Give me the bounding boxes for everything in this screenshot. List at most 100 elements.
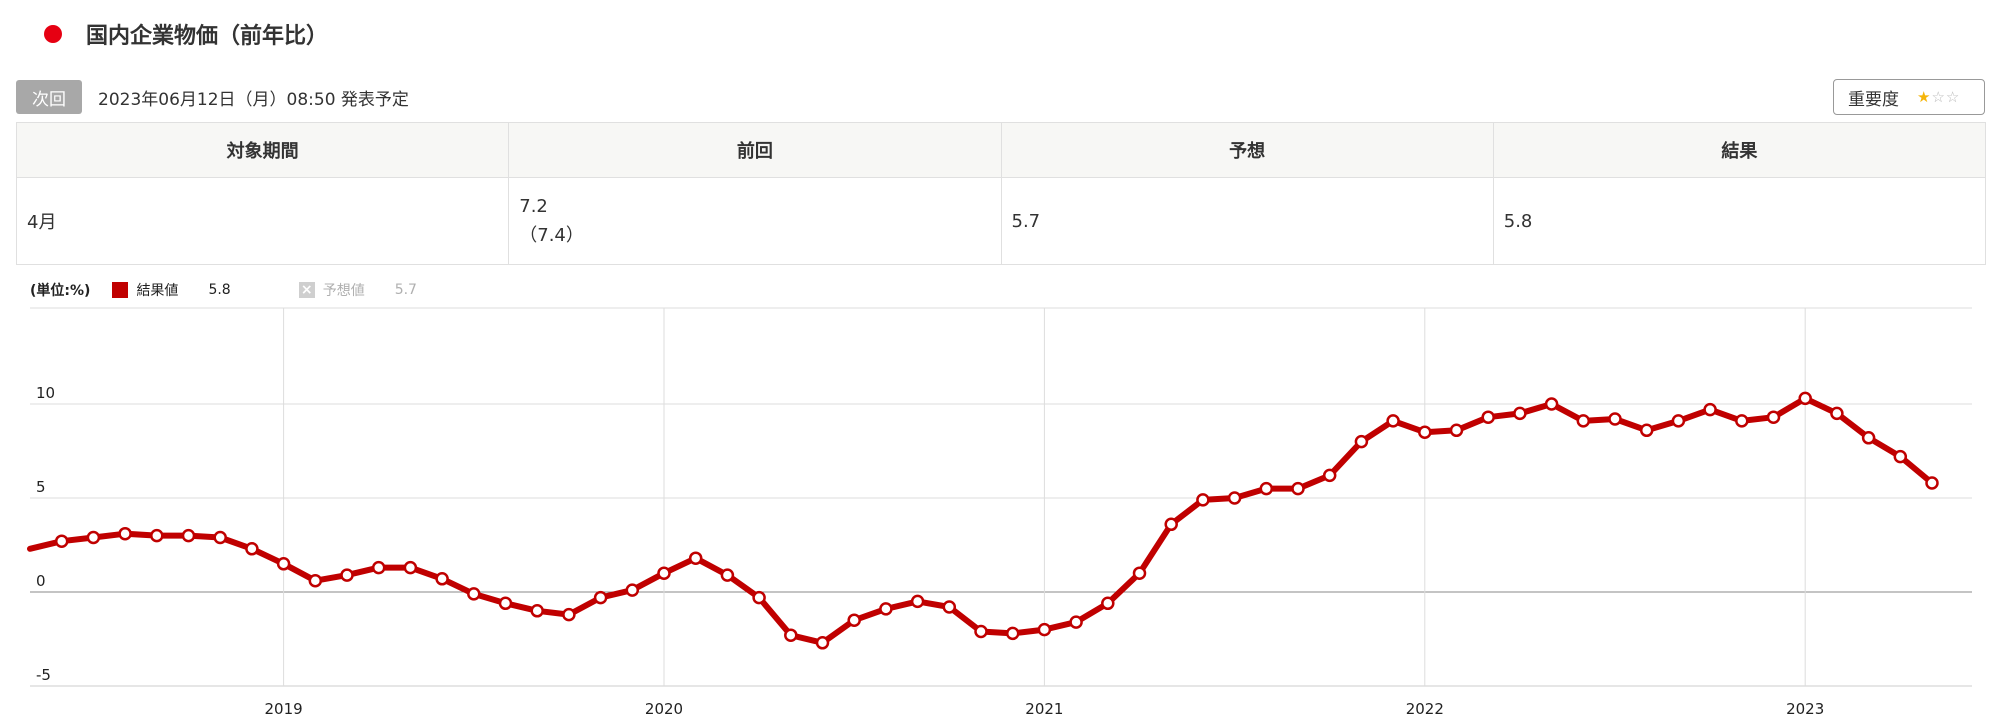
forecast-x-icon[interactable]: × xyxy=(299,282,315,298)
header-forecast: 予想 xyxy=(1001,123,1493,178)
data-point xyxy=(690,553,701,564)
data-point xyxy=(1578,415,1589,426)
page-title: 国内企業物価（前年比） xyxy=(86,18,328,50)
data-point xyxy=(944,602,955,613)
importance-stars: ★☆☆ xyxy=(1917,88,1960,106)
previous-value: 7.2 xyxy=(519,196,548,217)
data-point xyxy=(310,575,321,586)
data-point xyxy=(1768,412,1779,423)
next-release-text: 2023年06月12日（月）08:50 発表予定 xyxy=(98,85,409,110)
x-tick-label: 2023 xyxy=(1786,700,1824,718)
y-tick-label: -5 xyxy=(36,666,51,684)
data-point xyxy=(1197,494,1208,505)
data-point xyxy=(373,562,384,573)
data-point xyxy=(405,562,416,573)
data-point xyxy=(120,528,131,539)
header-result: 結果 xyxy=(1493,123,1985,178)
data-point xyxy=(1419,427,1430,438)
data-point xyxy=(468,588,479,599)
series-result xyxy=(30,393,1938,648)
previous-revised-value: （7.4） xyxy=(519,221,999,247)
data-point xyxy=(1927,478,1938,489)
header-previous: 前回 xyxy=(509,123,1001,178)
y-tick-label: 10 xyxy=(36,384,55,402)
data-point xyxy=(88,532,99,543)
table-header-row: 対象期間 前回 予想 結果 xyxy=(17,123,1986,178)
data-point xyxy=(1134,568,1145,579)
header-period: 対象期間 xyxy=(17,123,509,178)
data-point xyxy=(1673,415,1684,426)
cell-result: 5.8 xyxy=(1493,178,1985,265)
data-point xyxy=(1514,408,1525,419)
data-point xyxy=(563,609,574,620)
x-tick-label: 2019 xyxy=(265,700,303,718)
cell-forecast: 5.7 xyxy=(1001,178,1493,265)
y-tick-label: 0 xyxy=(36,572,46,590)
data-point xyxy=(1071,617,1082,628)
chart-legend: (単位:%) 結果値 5.8 × 予想値 5.7 xyxy=(30,280,417,300)
data-point xyxy=(1800,393,1811,404)
next-badge: 次回 xyxy=(16,80,82,114)
unit-label: (単位:%) xyxy=(30,280,90,300)
x-tick-label: 2020 xyxy=(645,700,683,718)
result-legend-value: 5.8 xyxy=(208,282,230,298)
data-point xyxy=(532,605,543,616)
data-point xyxy=(1641,425,1652,436)
indicator-dot-icon xyxy=(44,25,62,43)
line-chart: 10 5 0 -5 2019 2020 2021 2022 2023 xyxy=(0,300,2000,723)
data-point xyxy=(500,598,511,609)
data-point xyxy=(976,626,987,637)
data-point xyxy=(1863,432,1874,443)
x-tick-label: 2022 xyxy=(1406,700,1444,718)
result-legend-label[interactable]: 結果値 xyxy=(136,280,178,300)
data-point xyxy=(1166,519,1177,530)
data-point xyxy=(215,532,226,543)
star-empty-icon: ☆ xyxy=(1931,88,1945,106)
data-point xyxy=(1007,628,1018,639)
data-point xyxy=(1831,408,1842,419)
data-point xyxy=(151,530,162,541)
indicator-table: 対象期間 前回 予想 結果 4月 7.2 （7.4） 5.7 5.8 xyxy=(16,122,1986,265)
data-point xyxy=(278,558,289,569)
data-point xyxy=(56,536,67,547)
data-point xyxy=(627,585,638,596)
data-point xyxy=(1388,415,1399,426)
data-point xyxy=(342,570,353,581)
data-point xyxy=(880,603,891,614)
next-release-row: 次回 2023年06月12日（月）08:50 発表予定 xyxy=(16,79,409,115)
y-tick-label: 5 xyxy=(36,478,46,496)
data-point xyxy=(912,596,923,607)
star-empty-icon: ☆ xyxy=(1946,88,1960,106)
x-tick-label: 2021 xyxy=(1025,700,1063,718)
indicator-header: 国内企業物価（前年比） xyxy=(44,14,328,54)
result-swatch-icon[interactable] xyxy=(112,282,128,298)
data-point xyxy=(1451,425,1462,436)
data-point xyxy=(1102,598,1113,609)
data-point xyxy=(817,637,828,648)
data-point xyxy=(1705,404,1716,415)
y-axis-labels: 10 5 0 -5 xyxy=(36,384,55,684)
data-point xyxy=(659,568,670,579)
data-point xyxy=(722,570,733,581)
cell-period: 4月 xyxy=(17,178,509,265)
data-point xyxy=(246,543,257,554)
data-point xyxy=(1229,493,1240,504)
data-point xyxy=(437,573,448,584)
cell-previous: 7.2 （7.4） xyxy=(509,178,1001,265)
data-point xyxy=(1356,436,1367,447)
data-point xyxy=(1293,483,1304,494)
data-point xyxy=(1546,399,1557,410)
data-point xyxy=(1261,483,1272,494)
data-point xyxy=(1324,470,1335,481)
star-filled-icon: ★ xyxy=(1917,88,1931,106)
data-point xyxy=(1895,451,1906,462)
data-point xyxy=(754,592,765,603)
data-point xyxy=(183,530,194,541)
x-axis-labels: 2019 2020 2021 2022 2023 xyxy=(265,700,1825,718)
data-point xyxy=(785,630,796,641)
data-point xyxy=(1039,624,1050,635)
data-point xyxy=(1483,412,1494,423)
data-point xyxy=(849,615,860,626)
data-point xyxy=(1610,414,1621,425)
forecast-legend-label[interactable]: 予想値 xyxy=(323,280,365,300)
